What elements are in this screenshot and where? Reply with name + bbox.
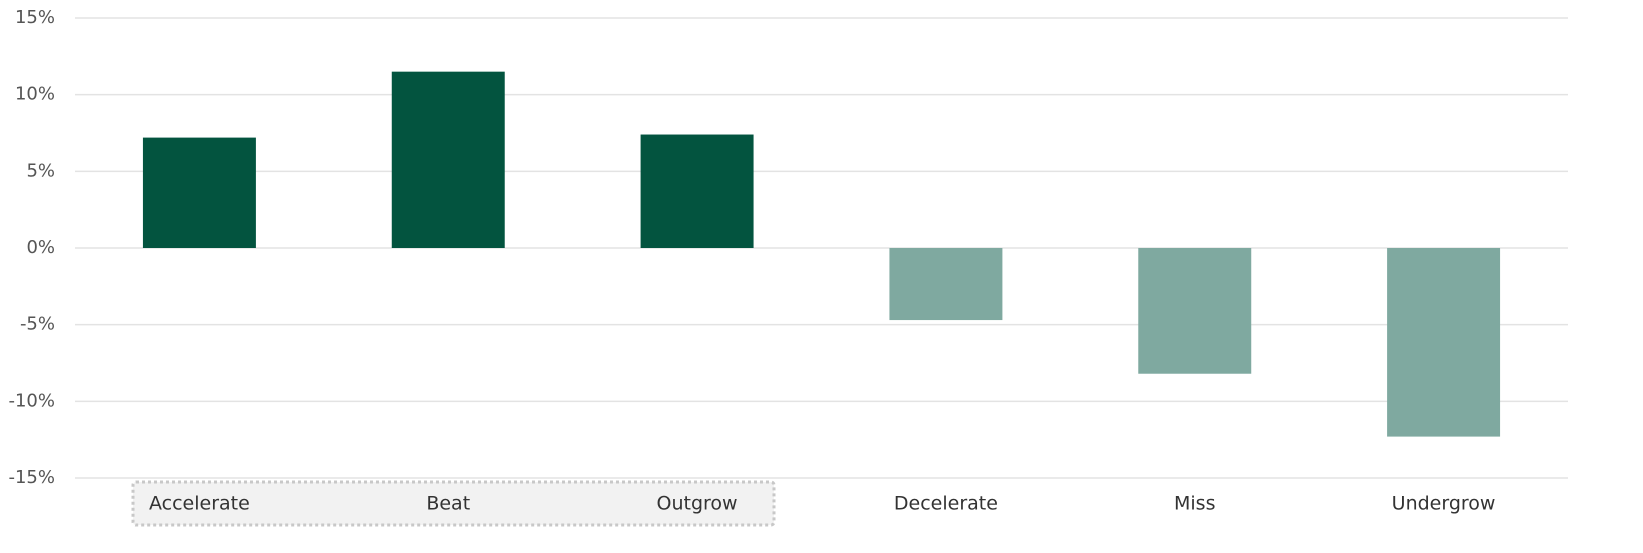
bar bbox=[391, 71, 505, 249]
y-tick-label: -15% bbox=[8, 467, 55, 488]
x-tick-label: Outgrow bbox=[657, 493, 738, 515]
bar bbox=[889, 248, 1003, 321]
bar bbox=[1138, 248, 1252, 374]
bar bbox=[142, 137, 256, 248]
y-tick-label: 0% bbox=[26, 237, 55, 258]
y-tick-label: -10% bbox=[8, 390, 55, 411]
x-tick-label: Miss bbox=[1174, 493, 1215, 515]
x-tick-label: Undergrow bbox=[1392, 493, 1496, 515]
x-tick-label: Accelerate bbox=[149, 493, 250, 515]
selection-box[interactable] bbox=[131, 480, 776, 527]
y-tick-label: -5% bbox=[20, 314, 55, 335]
y-tick-label: 10% bbox=[15, 84, 55, 105]
y-tick-label: 15% bbox=[15, 7, 55, 28]
bar bbox=[1387, 248, 1501, 437]
x-tick-label: Decelerate bbox=[894, 493, 998, 515]
x-tick-label: Beat bbox=[426, 493, 470, 515]
bar bbox=[640, 134, 754, 248]
y-tick-label: 5% bbox=[26, 160, 55, 181]
